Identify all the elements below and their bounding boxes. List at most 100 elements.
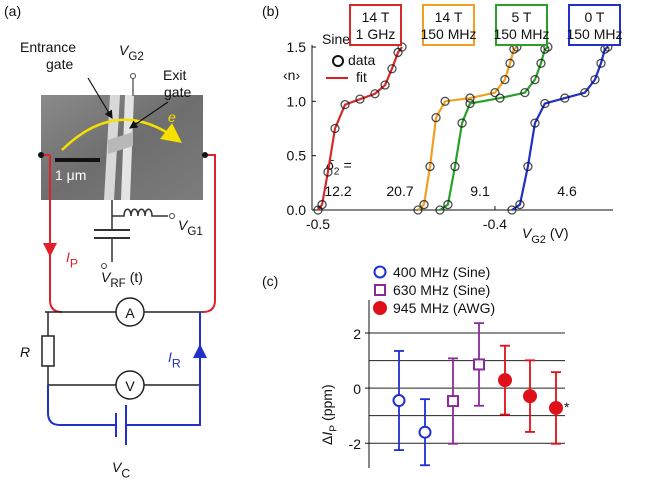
legend-title: Sine: [322, 31, 350, 47]
data-point: [431, 112, 441, 123]
node: [38, 152, 44, 158]
data-point: [317, 199, 327, 210]
fit-line: [511, 46, 609, 211]
data-point: [515, 199, 525, 210]
subscript: G1: [187, 226, 202, 238]
data-point: [425, 161, 435, 172]
resistor-label: R: [20, 344, 30, 360]
x-tick-label: -0.5: [306, 216, 330, 232]
x-tick-label: -0.4: [483, 216, 507, 232]
y-tick-label: -2: [349, 436, 362, 452]
series-box: [495, 4, 548, 46]
data-point: [540, 98, 550, 109]
node: [202, 152, 208, 158]
y-tick-label: 1.5: [287, 39, 307, 55]
line: gate: [46, 56, 73, 72]
subscript: G2: [128, 51, 143, 63]
data-point: [465, 93, 475, 103]
delta2-value: 9.1: [470, 183, 490, 199]
pointer: [129, 101, 169, 129]
data-point: [490, 87, 500, 98]
suffix: (V): [550, 225, 569, 241]
series-box: [349, 4, 402, 46]
pump-current-label: IP: [66, 249, 78, 270]
legend-marker: [332, 55, 344, 67]
subscript: G2: [531, 234, 546, 246]
prefix: Δ: [319, 436, 335, 445]
data-point: [536, 58, 546, 68]
gate2-label: VG2: [119, 42, 144, 63]
data-point: [580, 87, 590, 98]
data-point: [520, 87, 530, 98]
y-tick-label: 0.0: [287, 202, 307, 218]
series-box: [568, 4, 621, 46]
rf-label: VRF (t): [101, 269, 143, 290]
data-point: [355, 94, 365, 104]
subscript: C: [121, 466, 130, 480]
ammeter-label: A: [125, 305, 135, 321]
symbol: I: [319, 432, 335, 436]
series-frequency: 150 MHz: [493, 26, 549, 42]
data-point: [450, 161, 460, 172]
terminal: [130, 73, 136, 79]
series-field: 14 T: [435, 9, 463, 25]
data-point: [507, 205, 517, 215]
legend-label: 400 MHz (Sine): [393, 264, 490, 280]
series-frequency: 150 MHz: [566, 26, 622, 42]
symbol: V: [522, 225, 533, 241]
legend-label: fit: [356, 69, 367, 85]
data-point: [443, 199, 453, 210]
panel-label: (a): [4, 3, 21, 19]
legend-label: data: [348, 52, 375, 68]
reference-wire: [47, 385, 116, 426]
terminal: [101, 263, 107, 269]
series-field: 0 T: [585, 9, 605, 25]
panel-label: (c): [262, 273, 278, 289]
x-axis-label: VG2 (V): [522, 225, 569, 246]
y-tick-label: 2: [353, 326, 361, 342]
current-arrow: [43, 243, 57, 257]
fit-line: [439, 46, 549, 211]
data-point: [392, 394, 406, 408]
subscript: R: [172, 356, 181, 370]
data-point: [323, 167, 333, 177]
y-axis-label: ΔIP (ppm): [319, 384, 340, 445]
data-point: [457, 118, 467, 128]
data-point: [435, 205, 445, 215]
data-point: [530, 118, 540, 128]
y-tick-label: 1.0: [287, 93, 307, 109]
data-point: [370, 89, 380, 99]
reference-wire: [126, 312, 201, 426]
data-point: [413, 205, 423, 215]
subscript: 2: [334, 167, 340, 178]
data-point: [447, 395, 459, 408]
data-point: [495, 93, 505, 103]
y-tick-label: 0: [353, 381, 361, 397]
data-point: [387, 64, 397, 74]
delta2-value: 12.2: [324, 183, 351, 199]
legend-marker: [373, 301, 387, 315]
delta2-value: 4.6: [557, 183, 577, 199]
data-point: [505, 58, 515, 68]
data-point: [418, 425, 432, 439]
electron-path: [61, 118, 183, 151]
suffix: (t): [130, 269, 143, 285]
current-arrow: [193, 344, 207, 358]
data-point: [473, 358, 485, 371]
symbol: V: [101, 269, 112, 285]
series-field: 5 T: [512, 9, 532, 25]
exit-gate-label: Exit gate: [163, 67, 191, 100]
gate-bridge: [108, 132, 133, 154]
scale-bar-label: 1 μm: [55, 167, 86, 183]
gate1-label: VG1: [178, 217, 203, 238]
data-point: [596, 58, 606, 68]
line: Entrance: [20, 39, 76, 55]
data-point: [500, 74, 510, 85]
symbol: V: [112, 459, 123, 475]
data-point: [523, 161, 533, 172]
symbol: I: [168, 349, 172, 365]
annotation: *: [564, 399, 570, 415]
voltmeter: [115, 370, 145, 400]
terminal: [169, 213, 175, 219]
series-field: 14 T: [362, 9, 390, 25]
